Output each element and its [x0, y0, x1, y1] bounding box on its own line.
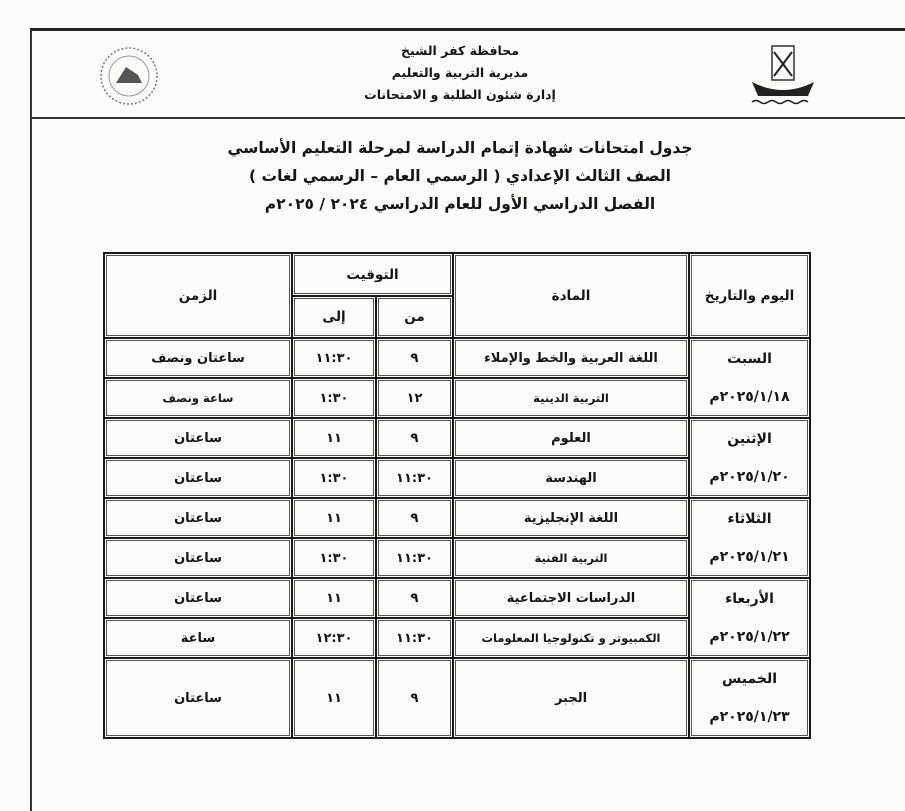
- to-time-cell: ١:٣٠: [291, 457, 377, 499]
- subject-cell: اللغة العربية والخط والإملاء: [452, 337, 690, 379]
- table-row: الإثنين ٢٠٢٥/١/٢٠م العلوم ٩ ١١ ساعتان: [103, 417, 811, 499]
- day-name: السبت: [727, 351, 772, 367]
- from-time-cell: ١٢: [375, 377, 454, 419]
- document-titles: جدول امتحانات شهادة إتمام الدراسة لمرحلة…: [150, 134, 770, 218]
- to-time-cell: ١١:٣٠: [291, 337, 377, 379]
- to-time-cell: ١١: [291, 497, 377, 539]
- day-name: الخميس: [721, 671, 778, 687]
- grade-subtitle: الصف الثالث الإعدادي ( الرسمي العام – ال…: [249, 167, 671, 185]
- department-name: إدارة شئون الطلبة و الامتحانات: [364, 87, 556, 102]
- subject-cell: الجبر: [452, 657, 690, 739]
- duration-cell: ساعتان: [103, 577, 293, 619]
- from-time-cell: ٩: [375, 577, 454, 619]
- header-divider: [30, 117, 905, 119]
- header-from: من: [375, 295, 454, 339]
- table-row: الثلاثاء ٢٠٢٥/١/٢١م اللغة الإنجليزية ٩ ١١ ساع…: [103, 497, 811, 579]
- from-time-cell: ١١:٣٠: [375, 617, 454, 659]
- from-time-cell: ١١:٣٠: [375, 457, 454, 499]
- exam-schedule-table: اليوم والتاريخ المادة التوقيت الزمن من إ…: [103, 252, 811, 739]
- term-subtitle: الفصل الدراسي الأول للعام الدراسي ٢٠٢٤ /…: [264, 195, 656, 213]
- subject-cell: الكمبيوتر و تكنولوجيا المعلومات: [452, 617, 690, 659]
- subject-cell: العلوم: [452, 417, 690, 459]
- duration-cell: ساعتان: [103, 537, 293, 579]
- header-duration: الزمن: [103, 252, 293, 339]
- to-time-cell: ١:٣٠: [291, 377, 377, 419]
- day-date-cell: الخميس ٢٠٢٥/١/٢٣م: [688, 657, 811, 739]
- directorate-logo-icon: [100, 47, 158, 105]
- subject-cell: التربية الفنية: [452, 537, 690, 579]
- from-time-cell: ٩: [375, 657, 454, 739]
- subject-cell: الهندسة: [452, 457, 690, 499]
- duration-cell: ساعتان: [103, 417, 293, 459]
- subject-cell: التربية الدينية: [452, 377, 690, 419]
- duration-cell: ساعتان: [103, 657, 293, 739]
- from-time-cell: ٩: [375, 417, 454, 459]
- day-name: الإثنين: [727, 431, 772, 447]
- page-frame: [30, 28, 905, 811]
- table-row: الأربعاء ٢٠٢٥/١/٢٢م الدراسات الاجتماعية ٩ ١١…: [103, 577, 811, 659]
- governorate-logo-icon: [751, 45, 814, 105]
- header-day-date: اليوم والتاريخ: [688, 252, 811, 339]
- directorate-name: مديرية التربية والتعليم: [391, 65, 529, 80]
- exam-date: ٢٠٢٥/١/٢٠م: [709, 469, 790, 485]
- table-row: السبت ٢٠٢٥/١/١٨م اللغة العربية والخط والإم…: [103, 337, 811, 419]
- subject-cell: اللغة الإنجليزية: [452, 497, 690, 539]
- to-time-cell: ١٢:٣٠: [291, 617, 377, 659]
- to-time-cell: ١:٣٠: [291, 537, 377, 579]
- exam-date: ٢٠٢٥/١/١٨م: [709, 389, 790, 405]
- from-time-cell: ٩: [375, 497, 454, 539]
- organization-header: محافظة كفر الشيخ مديرية التربية والتعليم…: [300, 40, 620, 106]
- from-time-cell: ١١:٣٠: [375, 537, 454, 579]
- exam-date: ٢٠٢٥/١/٢٣م: [709, 709, 790, 725]
- header-subject: المادة: [452, 252, 690, 339]
- to-time-cell: ١١: [291, 577, 377, 619]
- document-title: جدول امتحانات شهادة إتمام الدراسة لمرحلة…: [227, 139, 693, 157]
- duration-cell: ساعة: [103, 617, 293, 659]
- day-date-cell: السبت ٢٠٢٥/١/١٨م: [688, 337, 811, 419]
- header-to: إلى: [291, 295, 377, 339]
- table-row: الهندسة ١١:٣٠ ١:٣٠ ساعتان: [103, 457, 810, 499]
- exam-date: ٢٠٢٥/١/٢١م: [709, 549, 790, 565]
- table-row: التربية الدينية ١٢ ١:٣٠ ساعة ونصف: [103, 377, 810, 419]
- table-row: التربية الفنية ١١:٣٠ ١:٣٠ ساعتان: [103, 537, 810, 579]
- to-time-cell: ١١: [291, 417, 377, 459]
- exam-date: ٢٠٢٥/١/٢٢م: [709, 629, 790, 645]
- day-name: الأربعاء: [725, 591, 774, 607]
- from-time-cell: ٩: [375, 337, 454, 379]
- day-name: الثلاثاء: [727, 511, 772, 527]
- duration-cell: ساعتان ونصف: [103, 337, 293, 379]
- table-row: الخميس ٢٠٢٥/١/٢٣م الجبر ٩ ١١ ساعتان: [103, 657, 811, 739]
- to-time-cell: ١١: [291, 657, 377, 739]
- header-timing: التوقيت: [291, 252, 454, 297]
- governorate-name: محافظة كفر الشيخ: [401, 43, 519, 58]
- subject-cell: الدراسات الاجتماعية: [452, 577, 690, 619]
- day-date-cell: الثلاثاء ٢٠٢٥/١/٢١م: [688, 497, 811, 579]
- duration-cell: ساعة ونصف: [103, 377, 293, 419]
- table-row: الكمبيوتر و تكنولوجيا المعلومات ١١:٣٠ ١٢:٣…: [103, 617, 810, 659]
- day-date-cell: الإثنين ٢٠٢٥/١/٢٠م: [688, 417, 811, 499]
- day-date-cell: الأربعاء ٢٠٢٥/١/٢٢م: [688, 577, 811, 659]
- duration-cell: ساعتان: [103, 457, 293, 499]
- duration-cell: ساعتان: [103, 497, 293, 539]
